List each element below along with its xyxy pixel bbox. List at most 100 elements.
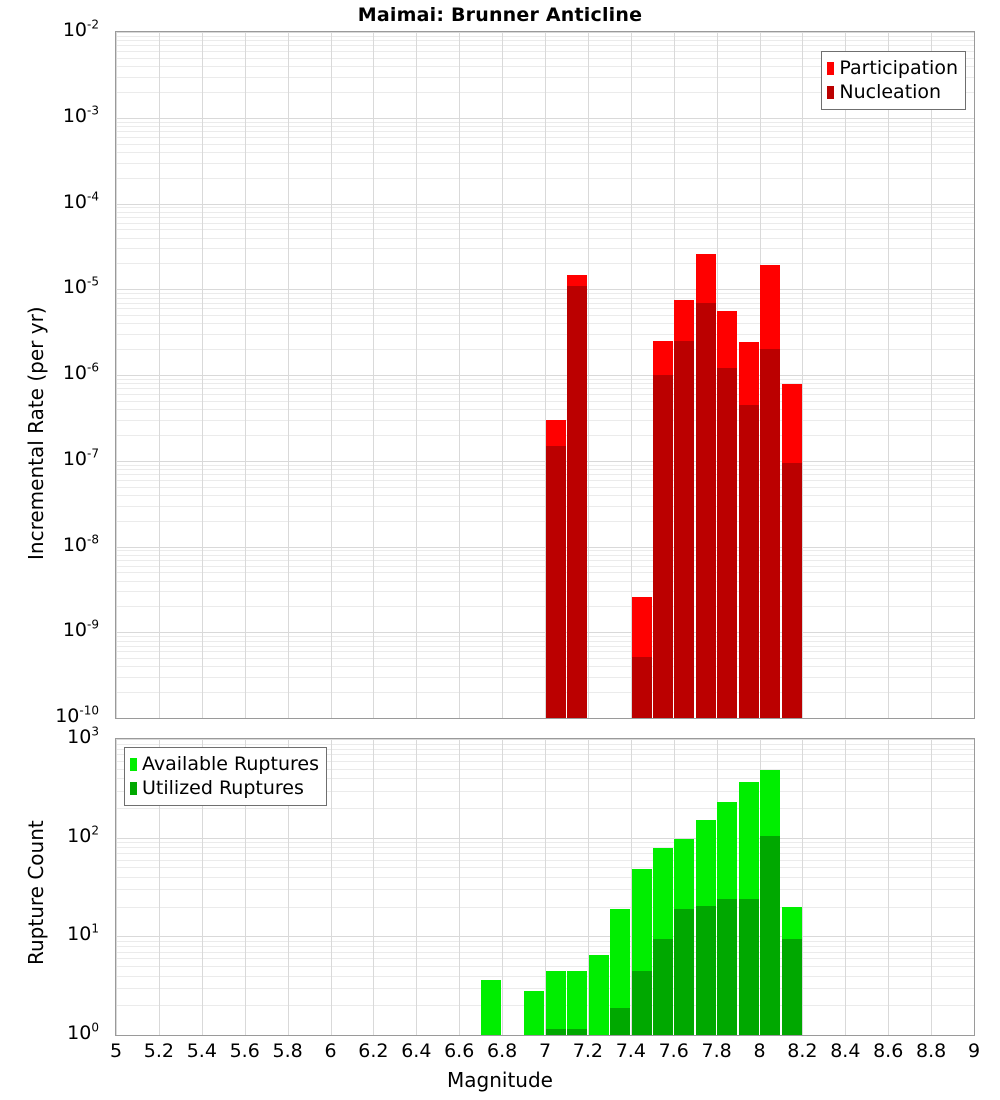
gridline-vertical bbox=[244, 32, 246, 718]
incremental-rate-plot: Participation Nucleation bbox=[115, 31, 975, 719]
gridline-vertical bbox=[330, 32, 332, 718]
gridline-vertical bbox=[630, 32, 632, 718]
x-tick-label: 5.6 bbox=[229, 1040, 260, 1062]
y-axis-ticks-top: 10-2 10-3 10-4 10-5 10-6 10-7 10-8 10-9 10-10 bbox=[0, 19, 108, 726]
bar-segment-available-ruptures bbox=[588, 954, 609, 1035]
bar-segment-utilized-ruptures bbox=[738, 898, 759, 1035]
x-tick-label: 6 bbox=[324, 1040, 337, 1062]
legend-label-participation: Participation bbox=[839, 56, 958, 79]
bar-segment-available-ruptures bbox=[524, 990, 545, 1035]
gridline-vertical bbox=[888, 32, 890, 718]
bar-segment-nucleation bbox=[738, 404, 759, 718]
bar-segment-nucleation bbox=[631, 656, 652, 718]
bar bbox=[567, 970, 588, 1035]
gridline-horizontal bbox=[116, 1035, 974, 1036]
bar-segment-nucleation bbox=[674, 340, 695, 718]
bar bbox=[588, 954, 609, 1035]
bar-segment-utilized-ruptures bbox=[717, 898, 738, 1035]
bar-segment-utilized-ruptures bbox=[545, 1029, 566, 1035]
bar-segment-utilized-ruptures bbox=[631, 970, 652, 1035]
x-tick-label: 5.8 bbox=[272, 1040, 303, 1062]
y-tick-label: 102 bbox=[67, 823, 99, 847]
y-tick-label: 10-8 bbox=[62, 532, 99, 556]
bar bbox=[674, 838, 695, 1035]
gridline-vertical bbox=[759, 739, 761, 1035]
gridlines-top bbox=[116, 32, 974, 718]
legend-swatch-nucleation bbox=[827, 85, 835, 99]
rupture-count-plot: Available Ruptures Utilized Ruptures bbox=[115, 738, 975, 1036]
bars-rupture-count bbox=[116, 739, 974, 1035]
gridline-vertical bbox=[459, 32, 461, 718]
gridline-vertical bbox=[802, 739, 804, 1035]
gridline-vertical bbox=[587, 32, 589, 718]
gridline-vertical bbox=[330, 739, 332, 1035]
x-tick-label: 7 bbox=[538, 1040, 552, 1062]
bar-segment-nucleation bbox=[567, 285, 588, 718]
gridline-vertical bbox=[673, 739, 675, 1035]
x-tick-label: 5.2 bbox=[143, 1040, 174, 1062]
gridline-vertical bbox=[502, 32, 504, 718]
bar-segment-available-ruptures bbox=[481, 980, 502, 1035]
gridline-vertical bbox=[287, 32, 289, 718]
y-axis-ticks-bottom: 103 102 101 100 bbox=[0, 726, 108, 1043]
y-tick-label: 100 bbox=[67, 1020, 99, 1044]
y-tick-label: 10-6 bbox=[62, 360, 99, 384]
legend-item-participation[interactable]: Participation bbox=[827, 56, 958, 80]
gridline-vertical bbox=[416, 32, 418, 718]
x-tick-label: 7.8 bbox=[701, 1040, 732, 1062]
y-tick-label: 10-7 bbox=[62, 446, 99, 470]
gridline-vertical bbox=[244, 739, 246, 1035]
gridline-vertical bbox=[459, 739, 461, 1035]
bar bbox=[631, 869, 652, 1035]
bar bbox=[738, 342, 759, 718]
gridline-vertical bbox=[931, 739, 933, 1035]
y-tick-label: 101 bbox=[67, 922, 99, 946]
gridline-vertical bbox=[158, 739, 160, 1035]
x-tick-label: 6.4 bbox=[401, 1040, 432, 1062]
gridline-vertical bbox=[201, 32, 203, 718]
bar bbox=[738, 781, 759, 1035]
x-tick-label: 8 bbox=[753, 1040, 766, 1062]
gridline-vertical bbox=[716, 739, 718, 1035]
legend-incremental-rate: Participation Nucleation bbox=[821, 51, 966, 110]
bar-segment-utilized-ruptures bbox=[610, 1007, 631, 1035]
y-tick-label: 103 bbox=[67, 724, 99, 748]
x-tick-label: 7.4 bbox=[615, 1040, 646, 1062]
x-tick-label: 9 bbox=[967, 1040, 981, 1062]
legend-swatch-available-ruptures bbox=[130, 757, 137, 771]
x-tick-label: 5.4 bbox=[186, 1040, 217, 1062]
x-tick-label: 8.8 bbox=[915, 1040, 947, 1062]
bar-segment-utilized-ruptures bbox=[567, 1029, 588, 1035]
bar-segment-nucleation bbox=[695, 302, 716, 718]
bar-segment-available-ruptures bbox=[567, 970, 588, 1035]
y-tick-label: 10-10 bbox=[55, 703, 99, 727]
bar-segment-utilized-ruptures bbox=[695, 905, 716, 1035]
bar bbox=[781, 906, 802, 1035]
bar bbox=[481, 980, 502, 1035]
bar bbox=[567, 275, 588, 718]
legend-item-utilized-ruptures[interactable]: Utilized Ruptures bbox=[130, 776, 319, 800]
legend-item-nucleation[interactable]: Nucleation bbox=[827, 80, 958, 104]
bar-segment-utilized-ruptures bbox=[674, 908, 695, 1035]
x-axis-title: Magnitude bbox=[447, 1068, 553, 1092]
bar-segment-nucleation bbox=[760, 349, 781, 718]
bar bbox=[631, 596, 652, 718]
x-tick-label: 6.8 bbox=[486, 1040, 518, 1062]
y-tick-label: 10-4 bbox=[62, 189, 99, 213]
bar-segment-utilized-ruptures bbox=[760, 835, 781, 1035]
gridline-vertical bbox=[759, 32, 761, 718]
gridline-vertical bbox=[373, 32, 375, 718]
bar-segment-utilized-ruptures bbox=[652, 938, 673, 1035]
bar bbox=[717, 802, 738, 1035]
x-tick-label: 7.2 bbox=[572, 1040, 603, 1062]
x-tick-label: 8.6 bbox=[873, 1040, 904, 1062]
bar bbox=[545, 970, 566, 1035]
x-tick-label: 8.4 bbox=[830, 1040, 861, 1062]
bar bbox=[524, 990, 545, 1035]
bar-segment-available-ruptures bbox=[545, 970, 566, 1035]
gridline-vertical bbox=[845, 32, 847, 718]
y-tick-label: 10-5 bbox=[62, 274, 99, 299]
legend-swatch-participation bbox=[827, 61, 835, 75]
bar bbox=[652, 847, 673, 1035]
legend-item-available-ruptures[interactable]: Available Ruptures bbox=[130, 752, 319, 776]
